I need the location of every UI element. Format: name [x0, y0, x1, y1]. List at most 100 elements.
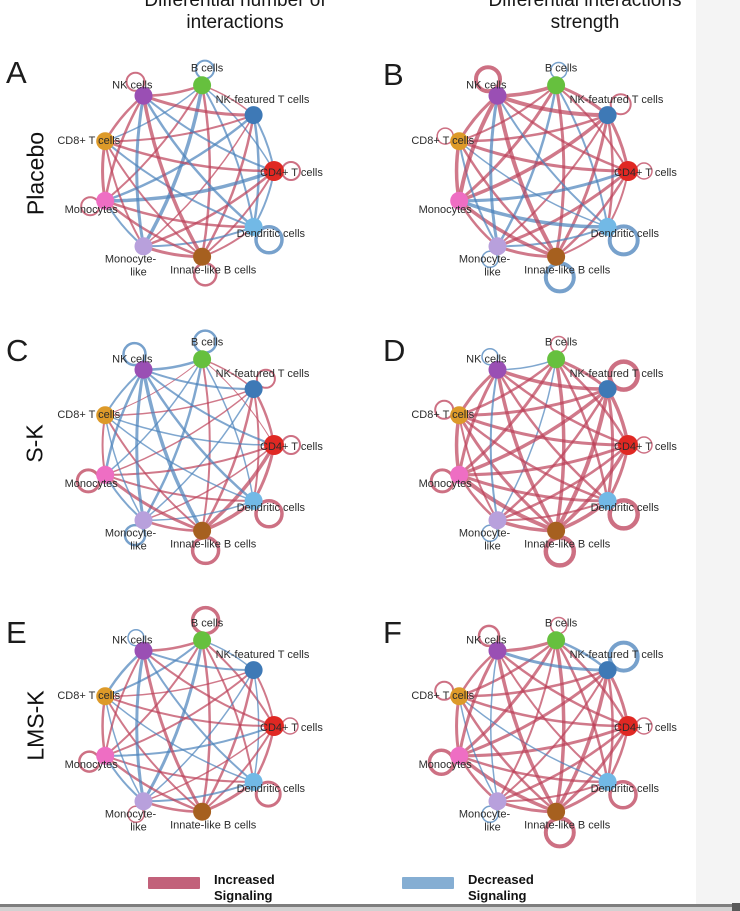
interaction-edge	[103, 199, 204, 258]
node-label: CD4+ T cells	[260, 441, 323, 453]
interaction-edge	[103, 473, 204, 533]
interaction-edge	[458, 414, 499, 522]
interaction-edge	[495, 648, 558, 814]
interaction-edge	[104, 669, 255, 757]
cell-node-monocyte-	[488, 792, 507, 811]
cell-node-innate-like-b-cells	[547, 802, 566, 821]
network-panel-e: B cells NK-featured T cells CD4+ T cells De…	[57, 605, 323, 833]
interaction-edge	[554, 113, 610, 259]
interaction-edge	[458, 140, 499, 248]
cell-node-monocytes	[450, 746, 469, 765]
interaction-edge	[458, 140, 609, 228]
node-label: Innate-like B cells	[170, 539, 257, 551]
self-loop-edge	[477, 624, 501, 648]
interaction-edge	[103, 754, 204, 813]
interaction-edge	[142, 669, 255, 803]
cell-node-innate-like-b-cells	[547, 247, 566, 266]
interaction-edge	[104, 754, 255, 783]
interaction-edge	[104, 649, 145, 757]
interaction-edge	[496, 387, 609, 522]
cell-node-nk-featured-t-cells	[244, 106, 263, 125]
interaction-edge	[495, 93, 610, 118]
node-label: CD4+ T cells	[260, 722, 323, 734]
network-panel-a: B cells NK-featured T cells CD4+ T cells De…	[57, 59, 323, 287]
interaction-edge	[104, 414, 204, 532]
interaction-edge	[104, 414, 255, 502]
interaction-edge	[495, 367, 610, 391]
interaction-edge	[103, 199, 255, 229]
interaction-edge	[135, 368, 145, 522]
node-label: CD8+ T cells	[57, 409, 120, 421]
node-label: Monocyte-	[105, 527, 157, 539]
cell-node-dendritic-cells	[598, 772, 617, 791]
node-label: CD8+ T cells	[57, 690, 120, 702]
interaction-edge	[142, 94, 256, 117]
node-label: Monocyte-	[459, 808, 511, 820]
cell-node-monocytes	[96, 465, 115, 484]
interaction-edge	[457, 668, 610, 758]
node-label: Dendritic cells	[591, 502, 660, 514]
cell-node-b-cells	[547, 631, 566, 650]
node-label: NK cells	[466, 635, 507, 647]
interaction-edge	[496, 669, 609, 803]
interaction-edge	[457, 413, 558, 533]
interaction-edge	[142, 368, 275, 446]
interaction-edge	[142, 169, 276, 248]
interaction-edge	[141, 367, 204, 533]
node-label: Monocytes	[65, 204, 119, 216]
interaction-edge	[104, 140, 255, 228]
node-label: Monocytes	[65, 759, 119, 771]
cell-node-monocytes	[450, 465, 469, 484]
interaction-edge	[457, 724, 630, 758]
node-label: Dendritic cells	[237, 502, 306, 514]
interaction-edge	[496, 169, 630, 248]
cell-node-b-cells	[193, 76, 212, 95]
node-label: CD8+ T cells	[411, 409, 474, 421]
interaction-edge	[142, 638, 204, 803]
interaction-edge	[104, 140, 204, 258]
interaction-edge	[496, 368, 609, 503]
self-loop-edge	[125, 71, 146, 92]
node-label: NK cells	[112, 635, 153, 647]
node-label: Innate-like B cells	[524, 539, 611, 551]
node-label: B cells	[191, 336, 224, 348]
interaction-edge	[201, 358, 211, 532]
node-label-line2: like	[130, 540, 147, 552]
column-title-line2: strength	[550, 12, 620, 33]
node-label: NK-featured T cells	[570, 368, 664, 380]
node-label: Innate-like B cells	[524, 265, 611, 277]
interaction-edge	[457, 169, 630, 203]
cell-node-dendritic-cells	[244, 772, 263, 791]
node-label: Monocytes	[419, 204, 473, 216]
column-title-number-of-interactions: Differential number of interactions	[90, 0, 380, 34]
cell-node-cd4-t-cells	[618, 161, 638, 181]
cell-node-monocytes	[96, 191, 115, 210]
node-label-line2: like	[130, 821, 147, 833]
cell-node-monocytes	[450, 191, 469, 210]
interaction-edge	[142, 780, 255, 803]
interaction-edge	[457, 473, 610, 503]
node-label: Monocyte-	[105, 253, 157, 265]
node-label: NK-featured T cells	[216, 649, 310, 661]
node-label: NK-featured T cells	[216, 368, 310, 380]
interaction-edge	[142, 444, 275, 522]
cell-node-nk-cells	[488, 641, 507, 660]
node-label: CD8+ T cells	[57, 135, 120, 147]
interaction-edge	[496, 780, 609, 803]
cell-node-b-cells	[193, 631, 212, 650]
network-panel-c: B cells NK-featured T cells CD4+ T cells De…	[57, 329, 323, 566]
interaction-edge	[104, 444, 275, 476]
panel-letter-b: B	[383, 57, 404, 92]
cell-node-innate-like-b-cells	[547, 521, 566, 540]
self-loop-edge	[481, 805, 499, 824]
node-label: Monocytes	[419, 759, 473, 771]
node-label: Monocytes	[419, 478, 473, 490]
node-label: NK-featured T cells	[570, 649, 664, 661]
interaction-edge	[104, 84, 204, 202]
cell-node-nk-cells	[134, 360, 153, 379]
interaction-edge	[554, 83, 566, 259]
self-loop-edge	[607, 640, 640, 673]
node-label: Innate-like B cells	[170, 820, 257, 832]
self-loop-edge	[127, 628, 145, 647]
interaction-edge	[457, 754, 558, 814]
